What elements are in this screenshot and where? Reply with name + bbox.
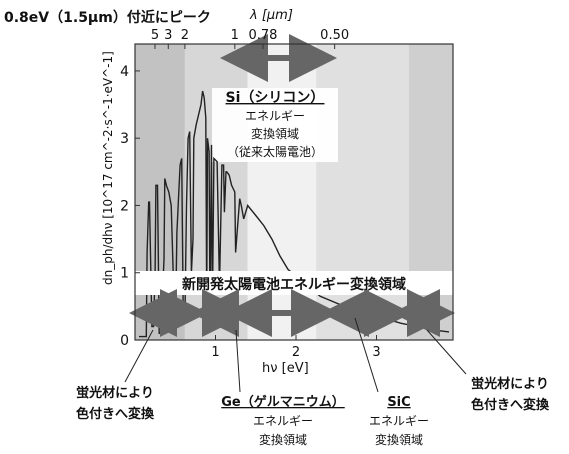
top-tick-label-1: 3 <box>164 28 172 43</box>
phosphor-right-line-2: 色付きへ変換 <box>471 397 550 413</box>
callout-lines <box>124 317 467 393</box>
ge-title: Ge（ゲルマニウム） <box>221 394 345 410</box>
x-tick-label-2: 3 <box>372 345 380 360</box>
y-tick-label-4: 4 <box>120 64 129 80</box>
region-band-4 <box>408 44 453 340</box>
sic-label: SiC エネルギー 変換領域 <box>369 395 429 447</box>
top-tick-label-3: 1 <box>231 28 239 43</box>
spectrum-line-0 <box>139 90 450 338</box>
phosphor-left-line-1: 蛍光材により <box>76 385 154 401</box>
y-tick-label-1: 1 <box>120 266 129 282</box>
sic-line-3: 変換領域 <box>375 432 423 447</box>
phosphor-right-line-1: 蛍光材により <box>471 376 549 392</box>
phosphor-left-label: 蛍光材により 色付きへ変換 <box>76 385 155 422</box>
top-tick-label-2: 2 <box>181 28 189 43</box>
top-tick-label-5: 0.50 <box>320 28 349 43</box>
y-tick-label-2: 2 <box>120 198 129 214</box>
y-axis-label: dn_ph/dhν [10^17 cm^-2·s^-1·eV^-1] <box>101 51 115 285</box>
new-band-text: 新開発太陽電池エネルギー変換領域 <box>182 276 406 293</box>
y-tick-label-3: 3 <box>120 131 129 147</box>
top-tick-label-4: 0.78 <box>249 28 278 43</box>
x-axis-label: hν [eV] <box>262 361 309 376</box>
ge-line-3: 変換領域 <box>259 432 307 447</box>
phosphor-right-label: 蛍光材により 色付きへ変換 <box>471 376 550 413</box>
ge-label: Ge（ゲルマニウム） エネルギー 変換領域 <box>221 394 345 447</box>
range-arrows <box>129 34 455 337</box>
region-band-0 <box>135 44 185 340</box>
phosphor-left-line-2: 色付きへ変換 <box>76 406 155 422</box>
spectrum-series <box>139 90 450 338</box>
si-line-3: 変換領域 <box>251 126 299 141</box>
sic-title: SiC <box>387 395 410 410</box>
top-tick-label-0: 5 <box>151 28 159 43</box>
plot-frame <box>134 43 454 341</box>
si-region-label: Si（シリコン） エネルギー 変換領域 （従来太陽電池） <box>212 88 338 162</box>
x-tick-label-1: 2 <box>292 345 300 360</box>
x-tick-label-0: 1 <box>211 345 219 360</box>
si-line-4: （従来太陽電池） <box>227 144 323 159</box>
sic-line-2: エネルギー <box>369 414 429 428</box>
si-title: Si（シリコン） <box>226 90 325 106</box>
chart-title: 0.8eV（1.5μm）付近にピーク <box>4 9 211 26</box>
y-tick-label-0: 0 <box>120 333 129 349</box>
ge-line-2: エネルギー <box>253 414 313 428</box>
si-line-2: エネルギー <box>245 109 305 123</box>
top-axis-label: λ [μm] <box>249 8 293 23</box>
new-band-label: 新開発太陽電池エネルギー変換領域 <box>135 271 453 295</box>
